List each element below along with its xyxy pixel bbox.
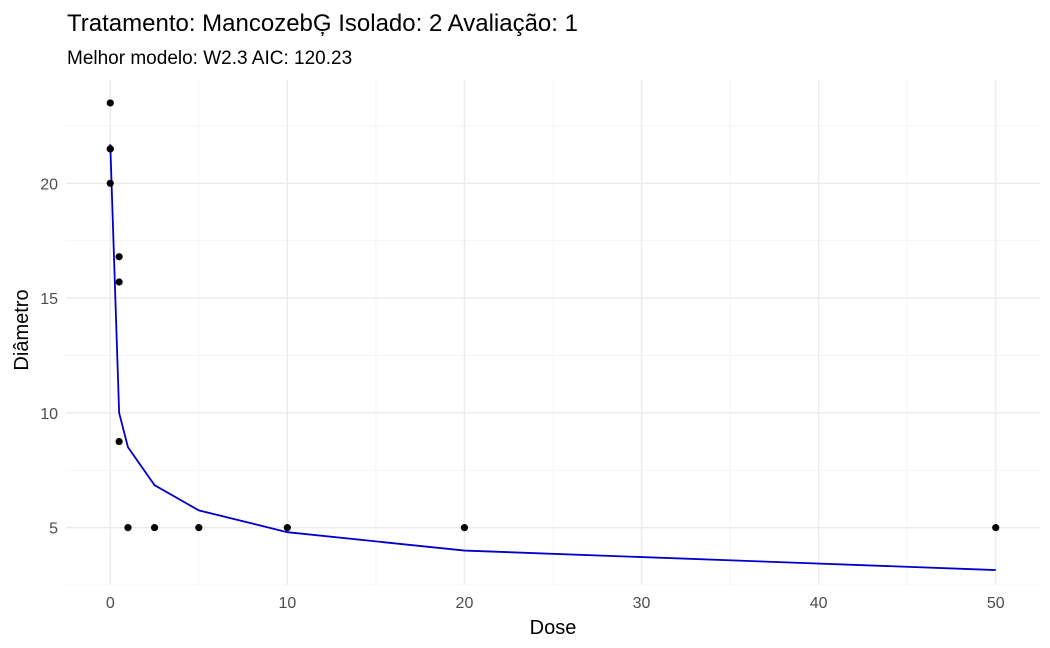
fitted-curve [109,144,996,571]
data-point [460,524,469,532]
data-point [150,524,159,532]
y-tick-label: 15 [40,291,58,308]
x-tick-label: 30 [633,595,651,612]
x-tick-label: 10 [278,595,296,612]
x-tick-label: 0 [106,595,115,612]
data-point [106,179,114,187]
data-point [115,437,123,446]
data-point [106,145,114,153]
x-axis-title: Dose [530,617,577,639]
x-axis: 0 10 20 30 40 50 [106,595,1005,612]
y-tick-label: 20 [40,176,58,193]
y-tick-label: 5 [49,521,58,538]
y-axis-title: Diâmetro [11,289,33,370]
data-point [992,524,1000,532]
x-tick-label: 40 [810,595,828,612]
data-point [124,524,132,532]
chart-title: Tratamento: MancozebĢ Isolado: 2 Avaliaç… [67,10,578,37]
x-tick-label: 50 [987,595,1005,612]
data-point [283,524,291,532]
y-tick-label: 10 [40,406,58,423]
x-tick-label: 20 [456,595,474,612]
fitted-curve-layer [109,144,996,571]
data-point [115,253,123,261]
data-point [115,278,123,286]
data-point [106,99,114,107]
y-axis: 5 10 15 20 [40,176,58,537]
grid [66,80,1040,586]
data-point [195,524,203,532]
data-points-layer [106,99,1000,532]
chart-subtitle: Melhor modelo: W2.3 AIC: 120.23 [67,48,352,69]
